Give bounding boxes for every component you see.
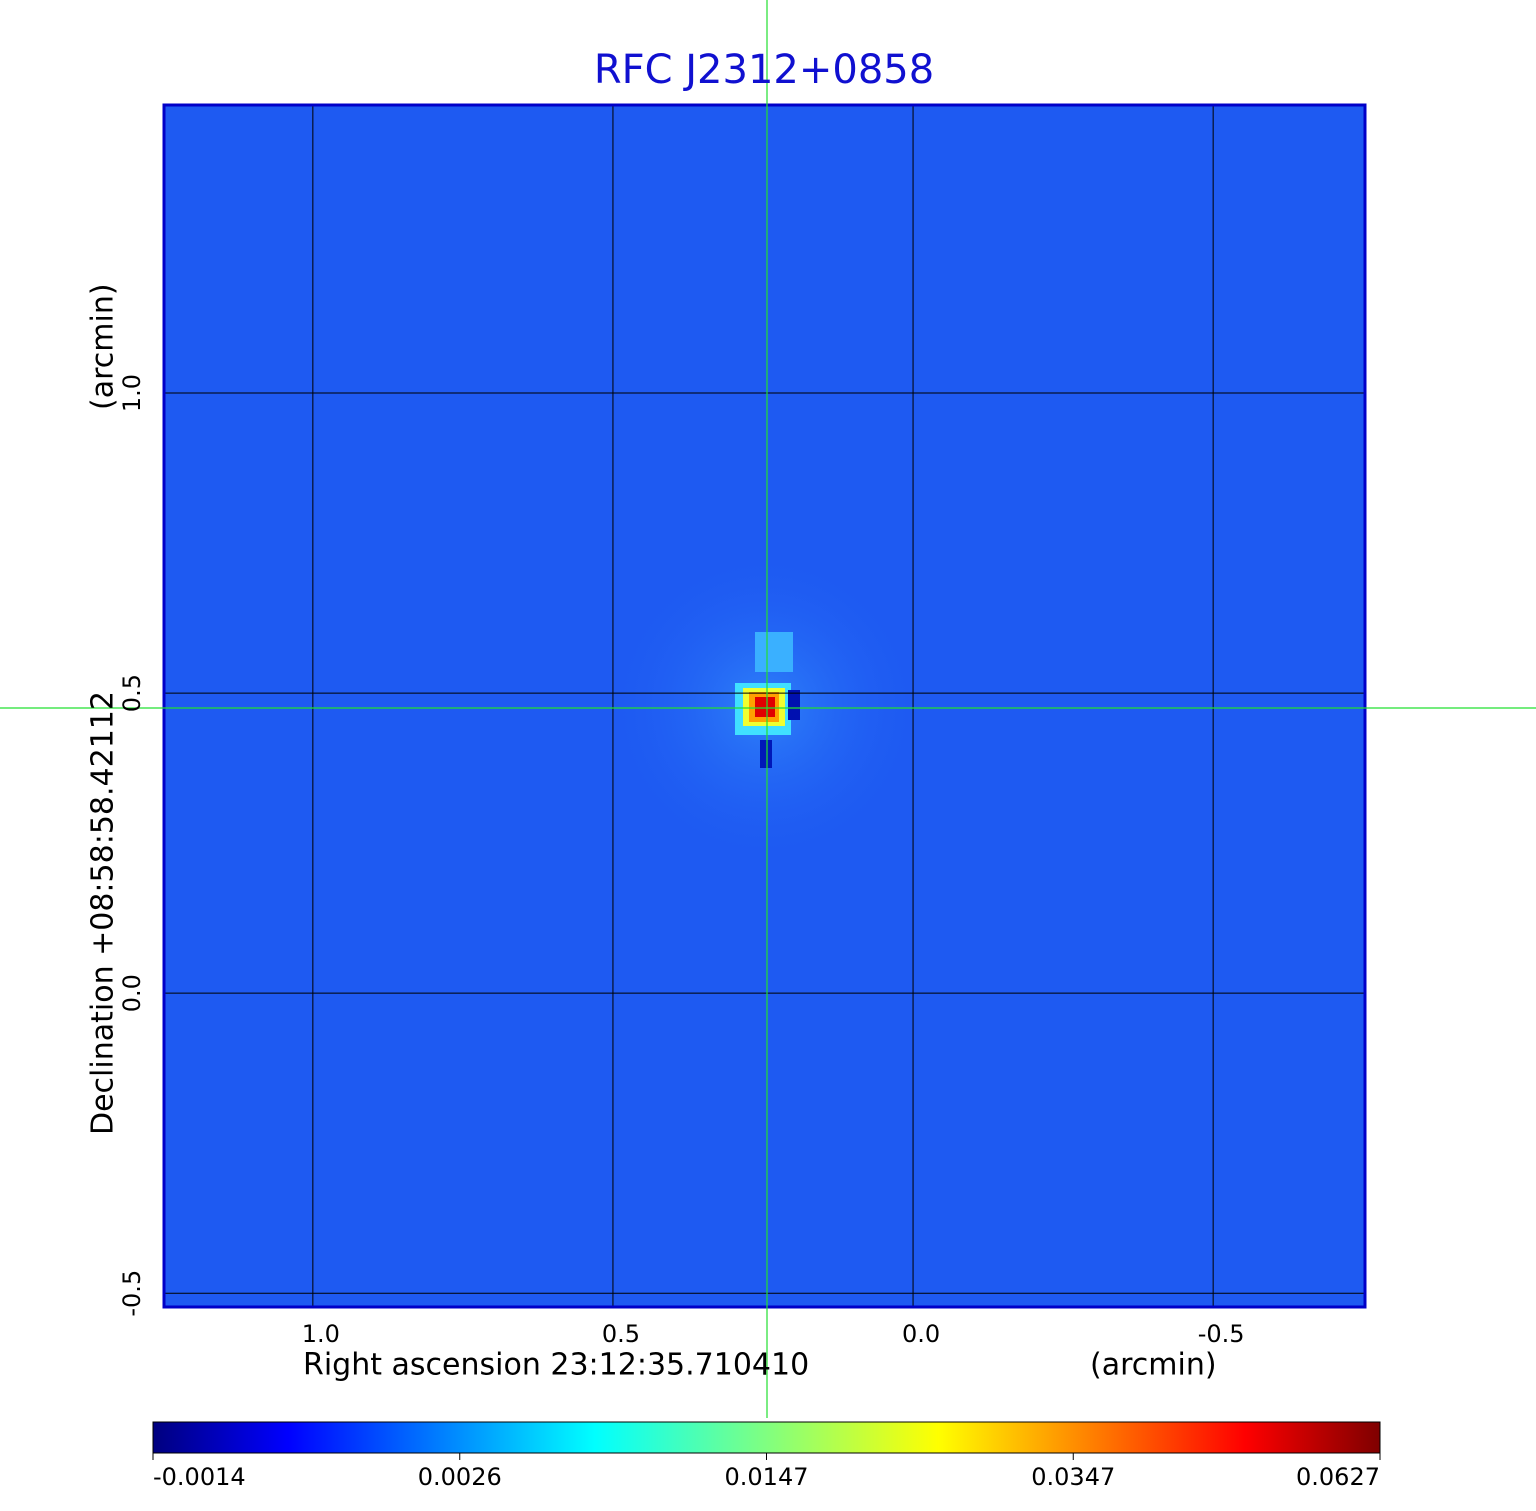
x-tick-label: 1.0 bbox=[302, 1320, 340, 1348]
colorbar-tick-label: 0.0026 bbox=[418, 1463, 502, 1491]
x-axis-label: Right ascension 23:12:35.710410 bbox=[303, 1348, 809, 1383]
y-tick-label: 1.0 bbox=[118, 374, 146, 412]
source-feature bbox=[755, 632, 793, 672]
colorbar bbox=[152, 1421, 1381, 1454]
colorbar-tick-label: 0.0147 bbox=[725, 1463, 809, 1491]
x-tick-label: -0.5 bbox=[1198, 1320, 1245, 1348]
source-peak bbox=[755, 697, 775, 717]
y-tick-label: 0.5 bbox=[118, 674, 146, 712]
image-features bbox=[605, 547, 925, 867]
source-feature bbox=[788, 690, 800, 720]
source-feature bbox=[760, 740, 772, 768]
chart-title: RFC J2312+0858 bbox=[594, 47, 934, 93]
y-tick-label: -0.5 bbox=[118, 1270, 146, 1317]
grid bbox=[164, 105, 1365, 1307]
x-axis-unit: (arcmin) bbox=[1090, 1348, 1217, 1383]
x-tick-label: 0.5 bbox=[602, 1320, 640, 1348]
y-axis-label: Declination +08:58:58.42112 bbox=[86, 691, 121, 1135]
colorbar-tick-label: 0.0347 bbox=[1031, 1463, 1115, 1491]
colorbar-tick-label: 0.0627 bbox=[1296, 1463, 1380, 1491]
colorbar-tick-label: -0.0014 bbox=[153, 1463, 246, 1491]
y-tick-label: 0.0 bbox=[118, 974, 146, 1012]
y-axis-unit: (arcmin) bbox=[86, 283, 121, 410]
plot-border bbox=[162, 103, 1367, 1309]
x-tick-label: 0.0 bbox=[902, 1320, 940, 1348]
